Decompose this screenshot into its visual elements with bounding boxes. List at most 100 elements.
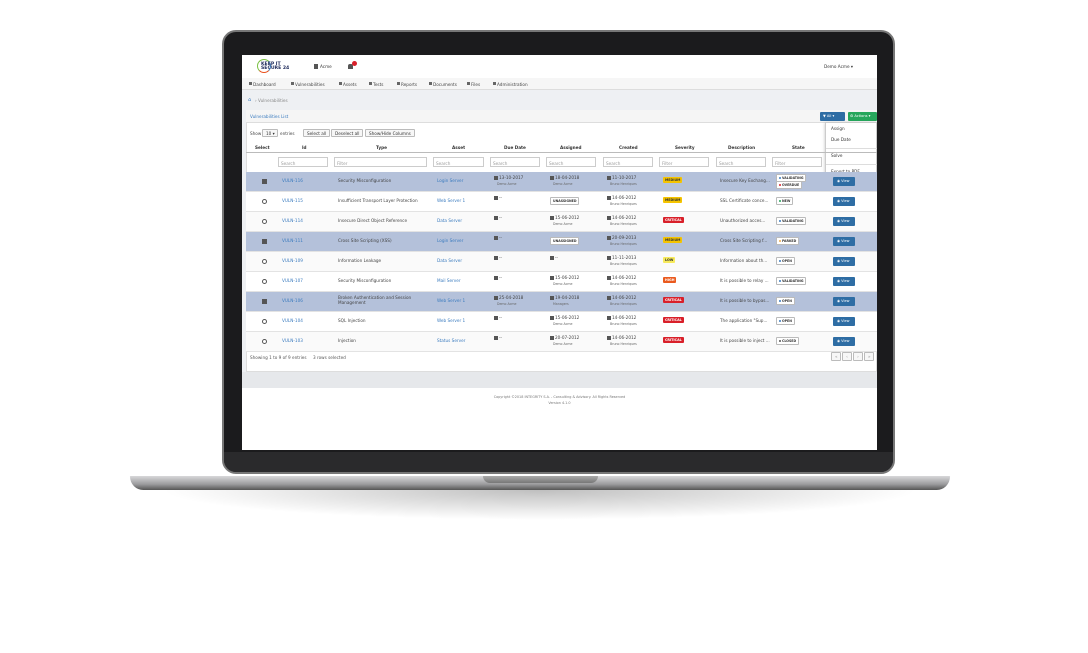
column-filter[interactable]: Search bbox=[716, 157, 766, 167]
due-date: 13-10-2017 bbox=[499, 175, 524, 180]
row-checkbox[interactable] bbox=[262, 299, 267, 304]
nav-item[interactable]: Documents bbox=[433, 82, 457, 87]
vuln-id[interactable]: VULN-103 bbox=[282, 338, 303, 343]
page-size: 10 bbox=[266, 131, 272, 136]
table-row[interactable]: VULN-103 Injection Status Server -- 20-07-20… bbox=[246, 332, 877, 352]
column-filter[interactable]: Search bbox=[603, 157, 653, 167]
org-name[interactable]: Acme bbox=[320, 64, 332, 69]
pagination-button[interactable]: ‹ bbox=[842, 352, 852, 361]
column-filter[interactable]: Filter bbox=[334, 157, 427, 167]
table-row[interactable]: VULN-114 Insecure Direct Object Reference… bbox=[246, 212, 877, 232]
table-row[interactable]: VULN-116 Security Misconfiguration Login S… bbox=[246, 172, 877, 192]
created-user: Bruno Henriques bbox=[610, 242, 637, 246]
column-filter[interactable]: Search bbox=[278, 157, 328, 167]
vuln-id[interactable]: VULN-109 bbox=[282, 258, 303, 263]
pagination-button[interactable]: » bbox=[864, 352, 874, 361]
asset[interactable]: Data Server bbox=[437, 218, 463, 223]
view-button[interactable]: ◉ View bbox=[833, 217, 855, 226]
asset[interactable]: Data Server bbox=[437, 258, 463, 263]
asset[interactable]: Web Server 1 bbox=[437, 318, 466, 323]
bell-icon[interactable] bbox=[348, 64, 353, 69]
actions-button[interactable]: ⚙ Actions ▾ bbox=[848, 112, 877, 121]
vuln-id[interactable]: VULN-114 bbox=[282, 218, 303, 223]
assigned-user: Demo Acme bbox=[553, 282, 573, 286]
filter-button[interactable]: ▼ All ▾ bbox=[820, 112, 845, 121]
column-filter[interactable]: Filter bbox=[772, 157, 822, 167]
nav-item[interactable]: Administration bbox=[497, 82, 528, 87]
column-header[interactable]: Select bbox=[255, 145, 270, 150]
view-button[interactable]: ◉ View bbox=[833, 177, 855, 186]
table-row[interactable]: VULN-111 Cross Site Scripting (XSS) Login … bbox=[246, 232, 877, 252]
vuln-id[interactable]: VULN-106 bbox=[282, 298, 303, 303]
row-checkbox[interactable] bbox=[262, 279, 267, 284]
control-button[interactable]: Show/Hide Columns bbox=[365, 129, 415, 137]
control-button[interactable]: Select all bbox=[303, 129, 331, 137]
column-header[interactable]: Due Date bbox=[504, 145, 526, 150]
menu-item[interactable]: Solve bbox=[831, 153, 843, 158]
vuln-id[interactable]: VULN-111 bbox=[282, 238, 303, 243]
home-icon[interactable]: ⌂ bbox=[248, 97, 252, 103]
view-button[interactable]: ◉ View bbox=[833, 197, 855, 206]
column-header[interactable]: State bbox=[792, 145, 805, 150]
column-header[interactable]: Description bbox=[728, 145, 756, 150]
page-size-select[interactable]: 10 ▾ bbox=[262, 129, 278, 137]
column-header[interactable]: Asset bbox=[452, 145, 466, 150]
actions-button-label: Actions bbox=[854, 114, 868, 118]
column-filter[interactable]: Filter bbox=[659, 157, 709, 167]
column-header[interactable]: Assigned bbox=[560, 145, 582, 150]
row-checkbox[interactable] bbox=[262, 199, 267, 204]
table-row[interactable]: VULN-115 Insufficient Transport Layer Pro… bbox=[246, 192, 877, 212]
menu-item[interactable]: Due Date bbox=[831, 137, 851, 142]
view-button[interactable]: ◉ View bbox=[833, 277, 855, 286]
row-checkbox[interactable] bbox=[262, 319, 267, 324]
view-button[interactable]: ◉ View bbox=[833, 297, 855, 306]
vuln-id[interactable]: VULN-116 bbox=[282, 178, 303, 183]
nav-item[interactable]: Tests bbox=[373, 82, 384, 87]
row-checkbox[interactable] bbox=[262, 239, 267, 244]
nav-item[interactable]: Dashboard bbox=[253, 82, 276, 87]
table-row[interactable]: VULN-104 SQL Injection Web Server 1 -- 15-06… bbox=[246, 312, 877, 332]
laptop-base bbox=[130, 476, 950, 490]
column-header[interactable]: Id bbox=[302, 145, 307, 150]
nav-item[interactable]: Vulnerabilities bbox=[295, 82, 325, 87]
column-header[interactable]: Type bbox=[376, 145, 387, 150]
nav-item[interactable]: Files bbox=[471, 82, 481, 87]
asset[interactable]: Web Server 1 bbox=[437, 198, 466, 203]
table-row[interactable]: VULN-106 Broken Authentication and Sessio… bbox=[246, 292, 877, 312]
column-filter[interactable]: Search bbox=[490, 157, 540, 167]
pagination-button[interactable]: › bbox=[853, 352, 863, 361]
assigned-user: Managers bbox=[553, 302, 569, 306]
row-checkbox[interactable] bbox=[262, 259, 267, 264]
user-menu[interactable]: Demo Acme ▾ bbox=[824, 64, 853, 69]
column-filter[interactable]: Search bbox=[546, 157, 596, 167]
asset[interactable]: Web Server 1 bbox=[437, 298, 466, 303]
table-row[interactable]: VULN-109 Information Leakage Data Server --… bbox=[246, 252, 877, 272]
calendar-icon bbox=[550, 216, 554, 220]
view-button[interactable]: ◉ View bbox=[833, 257, 855, 266]
nav-item[interactable]: Reports bbox=[401, 82, 418, 87]
asset[interactable]: Login Server bbox=[437, 178, 464, 183]
menu-item[interactable]: Assign bbox=[831, 126, 845, 131]
pagination-button[interactable]: « bbox=[831, 352, 841, 361]
row-checkbox[interactable] bbox=[262, 179, 267, 184]
column-header[interactable]: Created bbox=[619, 145, 638, 150]
asset[interactable]: Status Server bbox=[437, 338, 466, 343]
asset[interactable]: Mail Server bbox=[437, 278, 461, 283]
asset[interactable]: Login Server bbox=[437, 238, 464, 243]
row-checkbox[interactable] bbox=[262, 339, 267, 344]
calendar-icon bbox=[494, 316, 498, 320]
nav-item[interactable]: Assets bbox=[343, 82, 357, 87]
vuln-id[interactable]: VULN-104 bbox=[282, 318, 303, 323]
view-button[interactable]: ◉ View bbox=[833, 237, 855, 246]
table-row[interactable]: VULN-107 Security Misconfiguration Mail Se… bbox=[246, 272, 877, 292]
menu-item[interactable]: Export to PDF bbox=[831, 169, 860, 174]
row-checkbox[interactable] bbox=[262, 219, 267, 224]
view-button[interactable]: ◉ View bbox=[833, 337, 855, 346]
vuln-id[interactable]: VULN-115 bbox=[282, 198, 303, 203]
view-button[interactable]: ◉ View bbox=[833, 317, 855, 326]
vuln-id[interactable]: VULN-107 bbox=[282, 278, 303, 283]
column-filter[interactable]: Search bbox=[433, 157, 484, 167]
calendar-icon bbox=[494, 256, 498, 260]
control-button[interactable]: Deselect all bbox=[331, 129, 364, 137]
column-header[interactable]: Severity bbox=[675, 145, 695, 150]
